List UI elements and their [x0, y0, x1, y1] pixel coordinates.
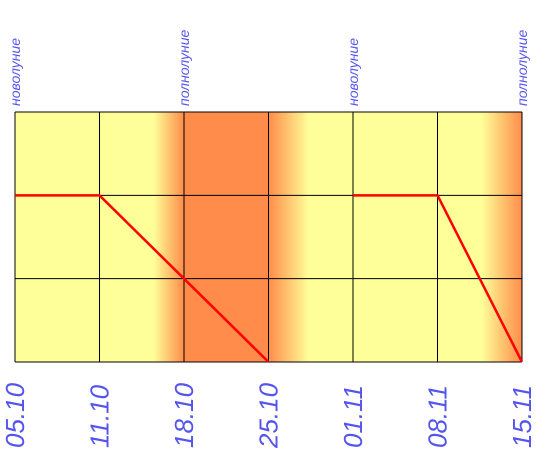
band-fade-out-0	[268, 112, 310, 362]
moon-phase-label: новолуние	[7, 38, 23, 106]
x-tick-label: 08.11	[423, 385, 453, 448]
x-tick-label: 18.10	[169, 382, 199, 448]
moon-phase-label: полнолуние	[176, 30, 192, 106]
x-tick-label: 15.11	[507, 385, 537, 448]
moon-phase-label: новолуние	[345, 38, 361, 106]
x-tick-label: 11.10	[85, 384, 115, 448]
series-line-0-seg-0	[15, 194, 270, 363]
band-core-0	[184, 112, 269, 362]
x-tick-label: 05.10	[0, 382, 30, 448]
moon-phase-label: полнолуние	[514, 30, 530, 106]
x-tick-label: 25.10	[254, 382, 284, 449]
series-line-0-seg-1	[353, 194, 524, 363]
x-tick-label: 01.11	[338, 385, 368, 448]
band-fade-in-0	[153, 112, 184, 362]
